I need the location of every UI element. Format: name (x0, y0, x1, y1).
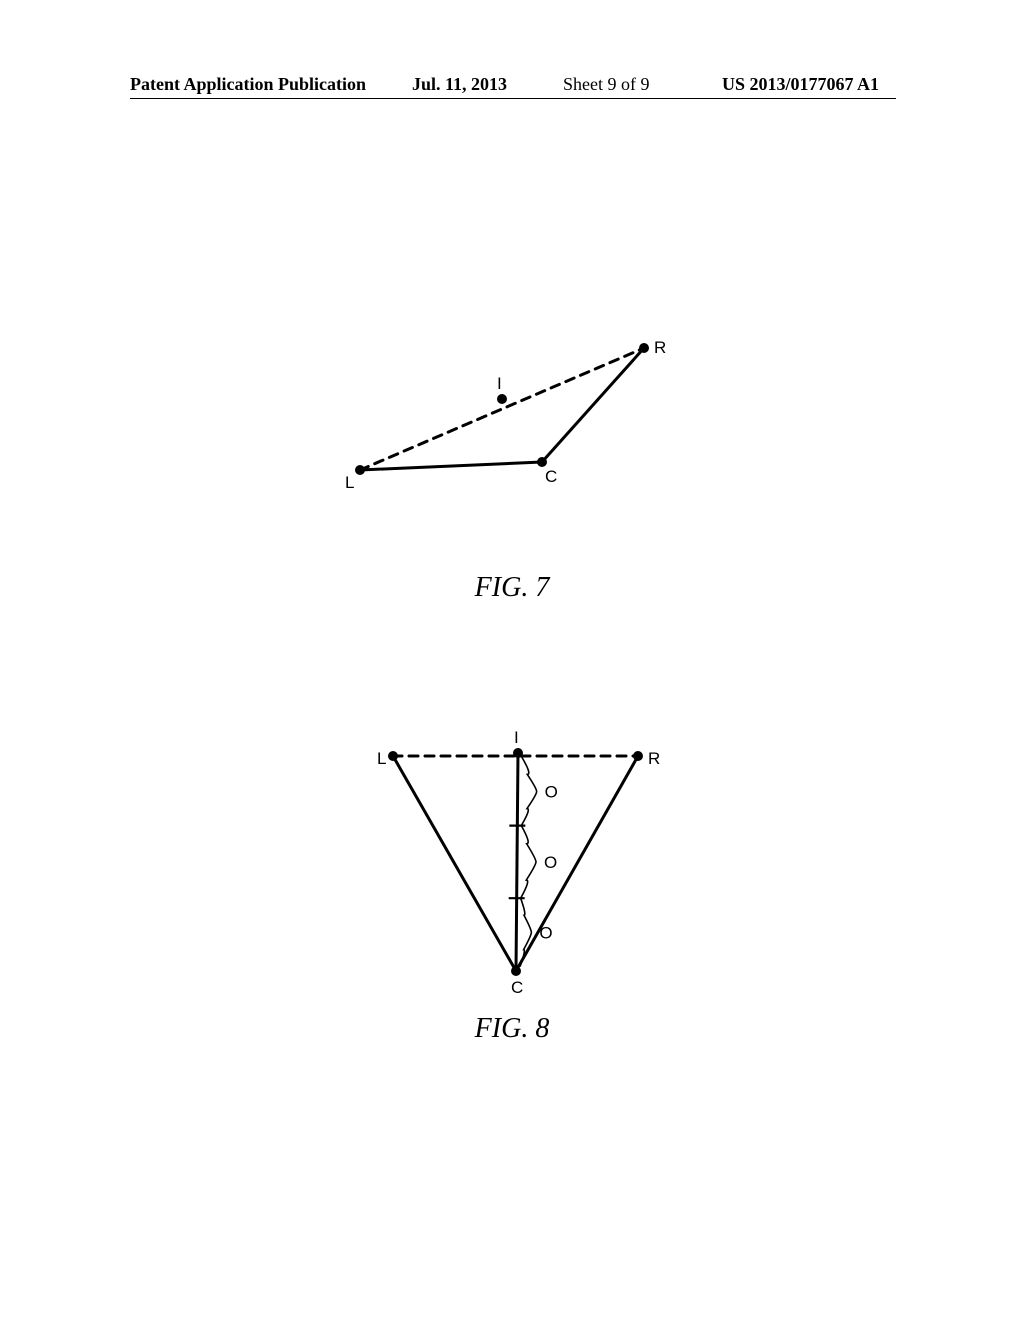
svg-text:R: R (648, 749, 660, 768)
svg-text:C: C (511, 978, 523, 997)
svg-text:I: I (514, 728, 519, 747)
svg-text:L: L (377, 749, 386, 768)
figure-8: O O O L R I C (0, 0, 1024, 1320)
svg-text:O: O (545, 782, 558, 801)
figure-8-caption: FIG. 8 (0, 1013, 1024, 1045)
svg-text:O: O (544, 853, 557, 872)
svg-text:O: O (539, 923, 552, 942)
